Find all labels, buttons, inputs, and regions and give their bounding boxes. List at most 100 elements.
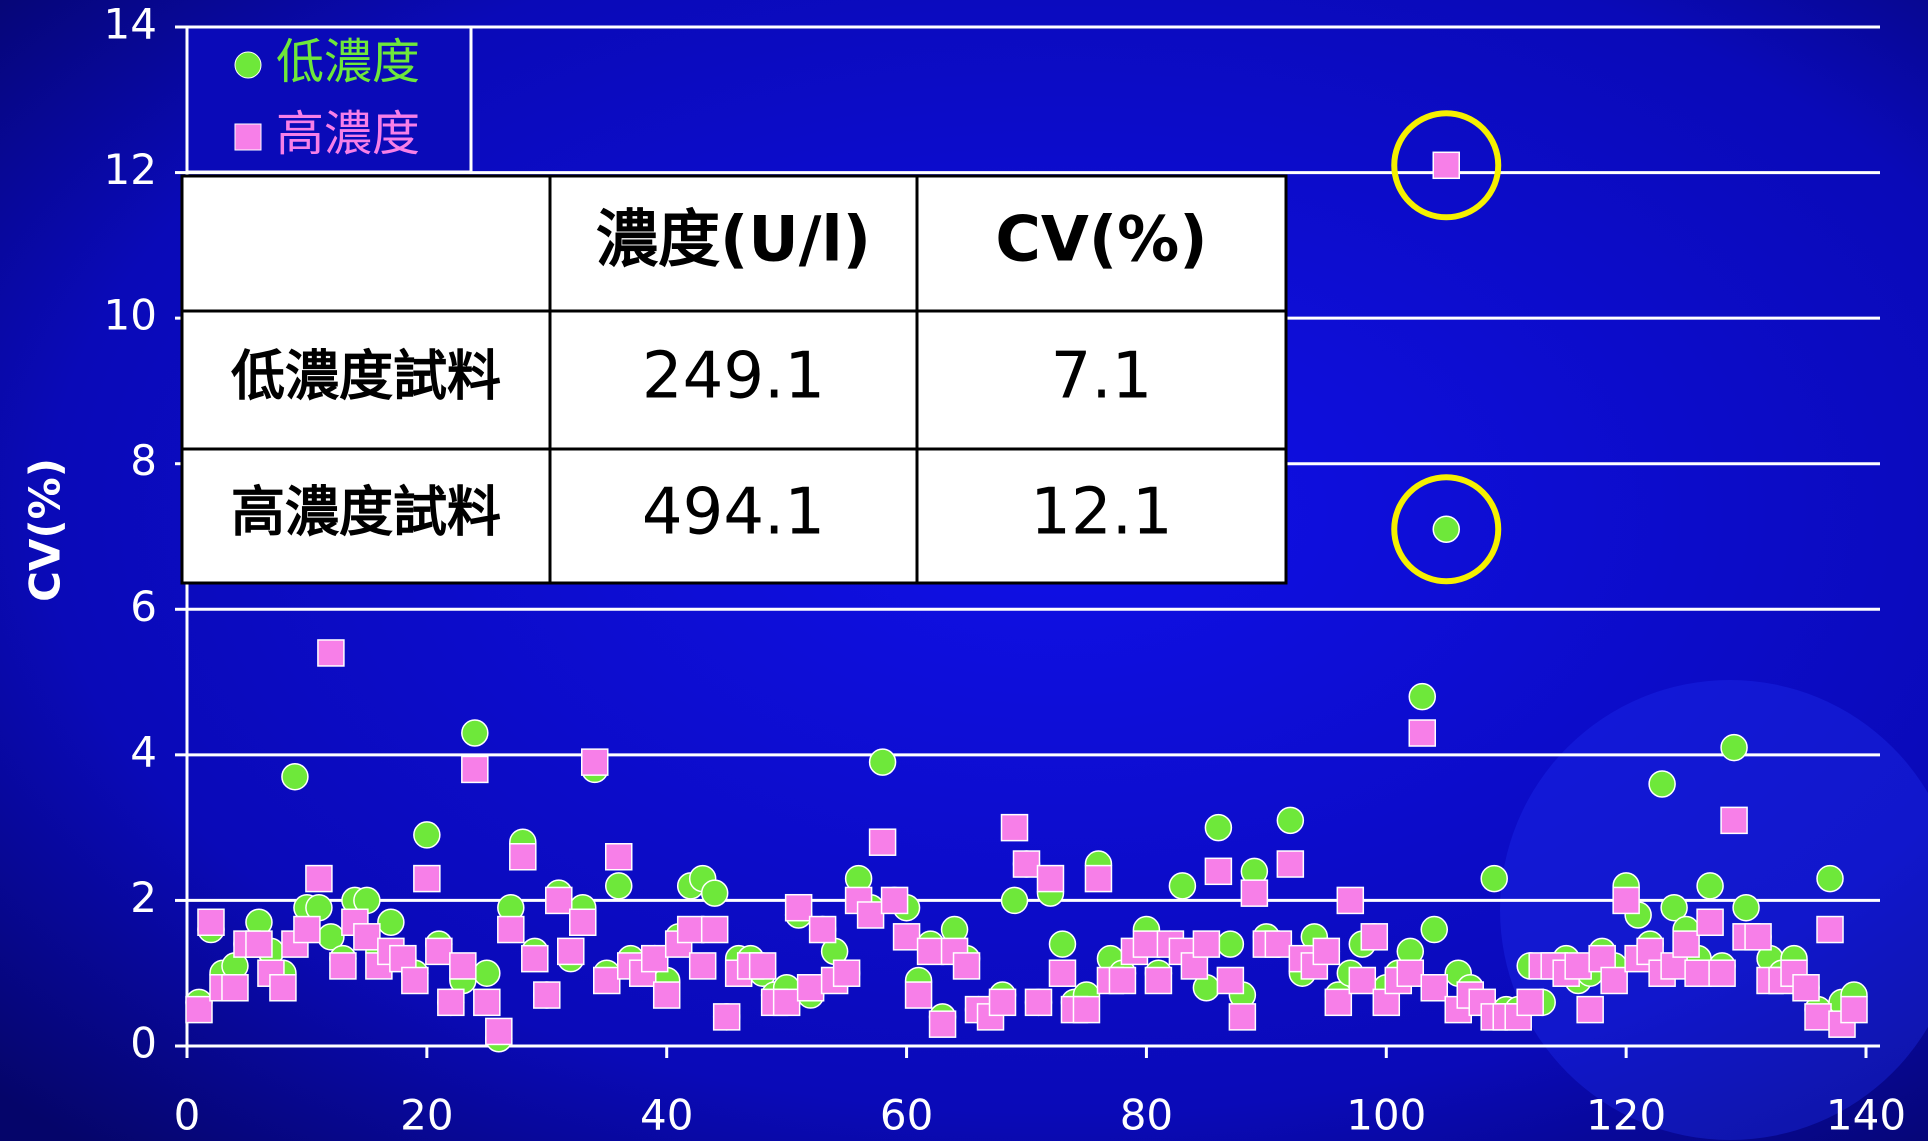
point [784,893,813,922]
point [904,981,933,1009]
point [772,988,801,1017]
point [1804,1003,1832,1031]
point [1336,886,1365,915]
point [185,995,213,1024]
point [1048,930,1077,958]
x-tick-label: 20 [400,1091,453,1140]
table-cell: 494.1 [642,476,825,550]
legend-box [185,25,473,174]
point [473,988,501,1017]
point [545,886,573,915]
point [569,908,597,937]
point [293,915,321,944]
point [652,981,681,1009]
highlight-ring [1391,474,1502,585]
point [856,901,885,929]
point [377,908,405,937]
y-tick-label: 8 [130,436,157,485]
legend-marker [234,123,262,151]
point [1684,959,1712,987]
table-cell: 高濃度試料 [231,481,501,544]
point [1420,915,1449,944]
point [1012,850,1041,878]
point [461,719,489,747]
point [533,981,561,1009]
point [1480,864,1508,893]
point [281,762,309,791]
legend-marker [234,51,262,79]
point [1132,930,1161,958]
point [269,974,297,1002]
point [1564,952,1592,980]
point [1216,966,1245,995]
point [1744,923,1772,951]
point [413,821,441,849]
point [1600,966,1628,995]
point [461,755,489,784]
point [1216,930,1245,958]
point [988,988,1017,1017]
point [1348,966,1377,995]
table-cell: 7.1 [1051,340,1153,414]
point [1516,988,1544,1017]
point [1276,806,1305,835]
point [796,974,825,1002]
point [329,952,357,980]
point [1144,966,1173,995]
point [245,930,273,958]
point [1576,995,1604,1024]
point [1324,988,1353,1017]
point [1420,974,1449,1002]
table-bg [180,174,1288,585]
point [1024,988,1053,1017]
point [604,872,633,900]
point [1708,959,1736,987]
point [700,879,729,907]
table-header: 濃度(U/l) [596,203,871,276]
point [676,915,705,944]
point [1396,959,1425,987]
point [1696,908,1724,937]
x-tick-label: 80 [1120,1091,1173,1140]
point [1204,857,1233,886]
point [437,988,465,1017]
point [197,908,225,937]
point [1816,915,1844,944]
point [1732,893,1760,922]
point [1228,1003,1257,1031]
point [640,944,669,973]
point [1360,923,1389,951]
point [1792,974,1820,1002]
point [1696,872,1724,900]
point [1036,864,1065,893]
point [497,915,525,944]
y-tick-label: 2 [130,873,157,922]
point [509,843,537,871]
point [1192,930,1221,958]
point [868,828,897,856]
point [1108,966,1137,995]
x-tick-label: 0 [174,1091,201,1140]
point [1312,937,1341,966]
point [521,944,549,973]
point [1000,886,1029,915]
point [868,748,897,776]
legend-label: 低濃度 [276,34,420,90]
x-tick-label: 120 [1586,1091,1666,1140]
point [604,843,633,871]
legend-label: 高濃度 [276,106,420,162]
point [700,915,729,944]
highlight-ring [1391,110,1502,221]
x-tick-label: 40 [640,1091,693,1140]
x-tick-label: 100 [1346,1091,1426,1140]
point [952,952,981,980]
point [449,952,477,980]
point [748,952,777,980]
table-cell: 低濃度試料 [231,345,501,408]
y-tick-label: 10 [104,291,157,340]
point [1672,930,1700,958]
point [353,923,381,951]
point [1168,872,1197,900]
point [712,1003,741,1031]
